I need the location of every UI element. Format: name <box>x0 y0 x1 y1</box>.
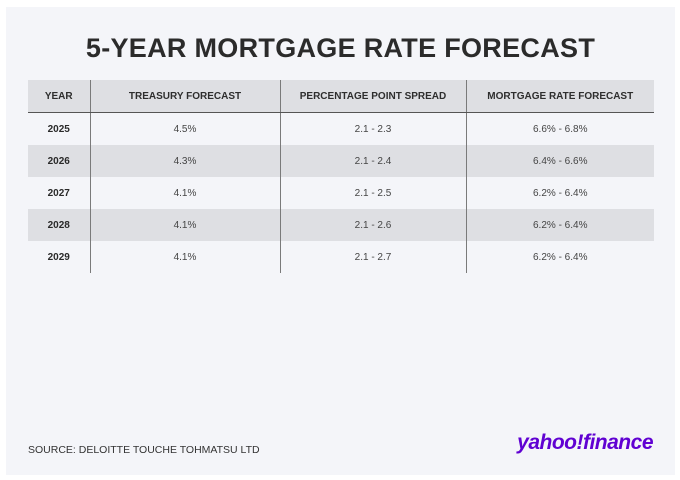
column-header-treasury-forecast: TREASURY FORECAST <box>89 80 280 113</box>
treasury-forecast-cell: 4.1% <box>89 177 280 209</box>
mortgage-rate-cell: 6.2% - 6.4% <box>465 209 654 241</box>
mortgage-rate-cell: 6.2% - 6.4% <box>465 177 654 209</box>
yahoo-finance-logo: yahoo!finance <box>517 431 653 454</box>
treasury-forecast-cell: 4.5% <box>89 112 280 145</box>
mortgage-rate-cell: 6.2% - 6.4% <box>465 241 654 273</box>
column-header-year: YEAR <box>28 80 90 113</box>
table-row: 2027 4.1% 2.1 - 2.5 6.2% - 6.4% <box>28 177 654 209</box>
year-cell: 2029 <box>28 241 90 273</box>
header-row: YEAR TREASURY FORECAST PERCENTAGE POINT … <box>28 80 654 113</box>
forecast-table: YEAR TREASURY FORECAST PERCENTAGE POINT … <box>28 80 654 273</box>
column-header-mortgage-rate-forecast: MORTGAGE RATE FORECAST <box>465 80 654 113</box>
forecast-card: 5-YEAR MORTGAGE RATE FORECAST YEAR TREAS… <box>6 7 675 475</box>
table-row: 2025 4.5% 2.1 - 2.3 6.6% - 6.8% <box>28 112 654 145</box>
spread-cell: 2.1 - 2.6 <box>279 209 466 241</box>
year-cell: 2025 <box>28 112 90 145</box>
spread-cell: 2.1 - 2.3 <box>279 112 466 145</box>
chart-title: 5-YEAR MORTGAGE RATE FORECAST <box>85 33 596 63</box>
spread-cell: 2.1 - 2.4 <box>279 145 466 177</box>
source-note: SOURCE: DELOITTE TOUCHE TOHMATSU LTD <box>28 444 260 456</box>
mortgage-rate-cell: 6.4% - 6.6% <box>465 145 654 177</box>
year-cell: 2026 <box>28 145 90 177</box>
treasury-forecast-cell: 4.1% <box>89 209 280 241</box>
spread-cell: 2.1 - 2.7 <box>279 241 466 273</box>
treasury-forecast-cell: 4.1% <box>89 241 280 273</box>
table-row: 2028 4.1% 2.1 - 2.6 6.2% - 6.4% <box>28 209 654 241</box>
column-header-percentage-point-spread: PERCENTAGE POINT SPREAD <box>279 80 466 113</box>
spread-cell: 2.1 - 2.5 <box>279 177 466 209</box>
table-row: 2026 4.3% 2.1 - 2.4 6.4% - 6.6% <box>28 145 654 177</box>
treasury-forecast-cell: 4.3% <box>89 145 280 177</box>
mortgage-rate-cell: 6.6% - 6.8% <box>465 112 654 145</box>
table-row: 2029 4.1% 2.1 - 2.7 6.2% - 6.4% <box>28 241 654 273</box>
year-cell: 2028 <box>28 209 90 241</box>
year-cell: 2027 <box>28 177 90 209</box>
